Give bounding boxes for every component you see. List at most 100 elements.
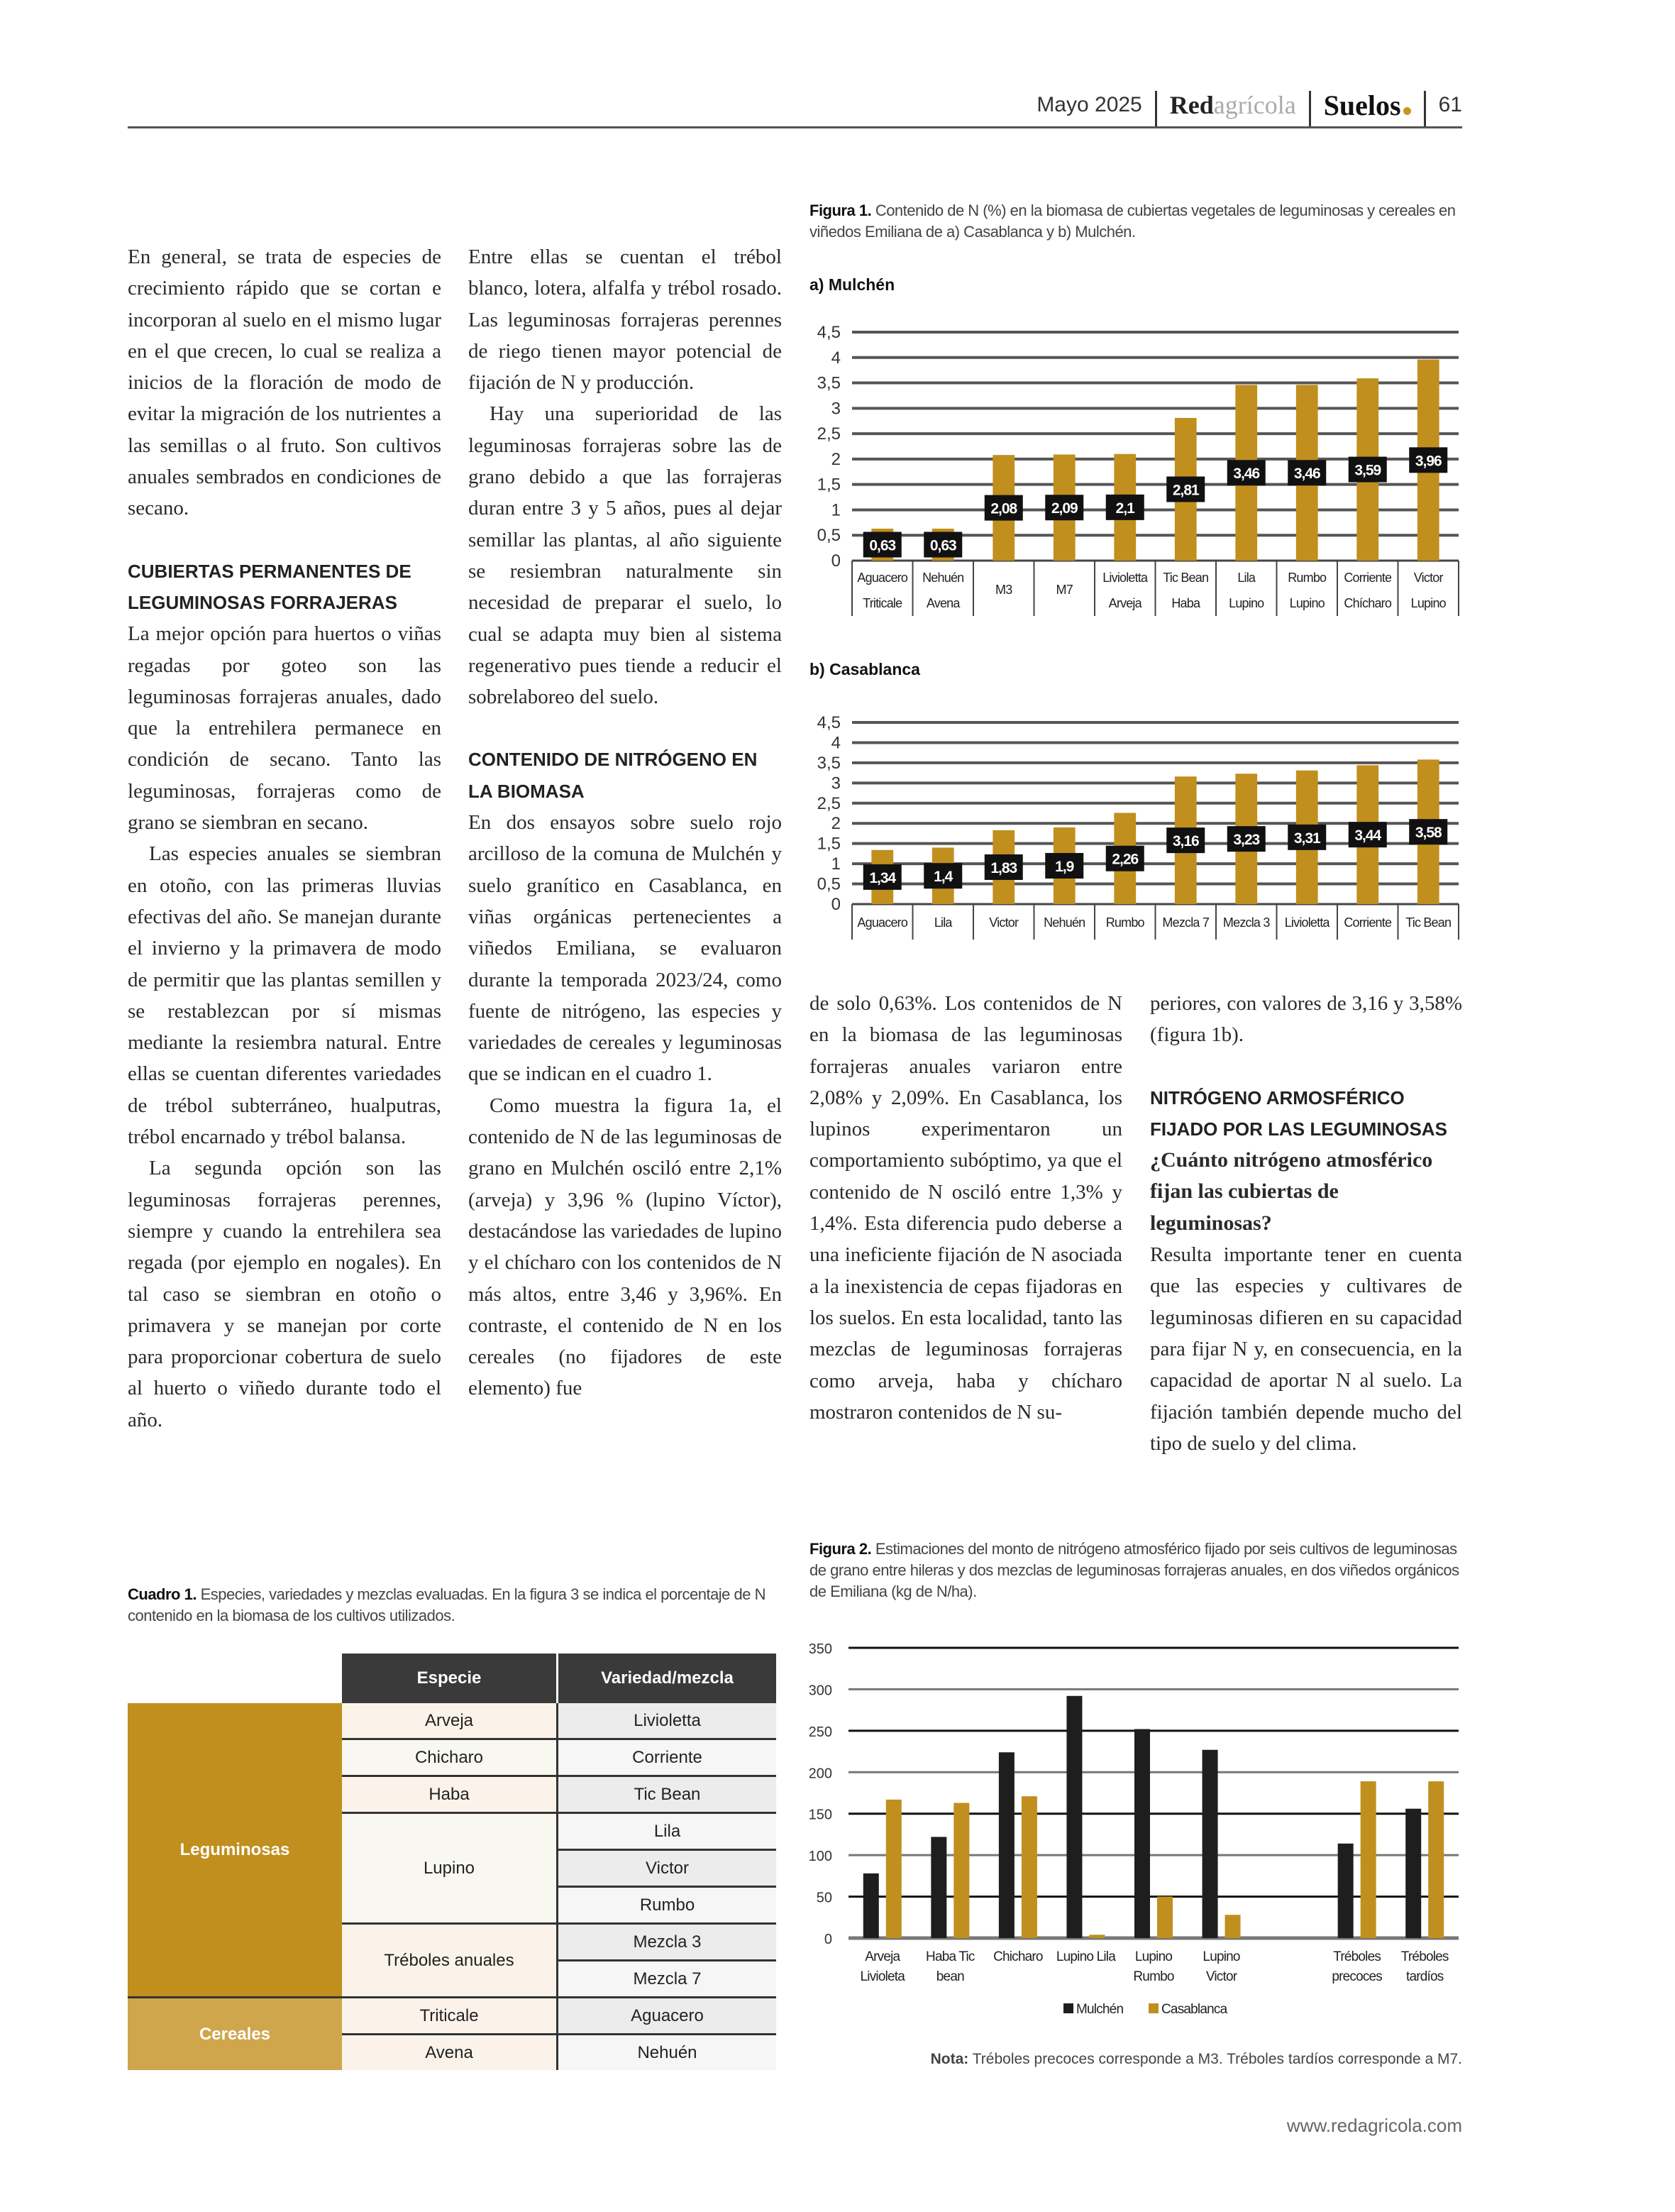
data-label: 2,81 [1173, 482, 1200, 498]
x-tick-label: Chicharo [993, 1949, 1043, 1964]
bar-casablanca [1157, 1896, 1173, 1938]
x-tick-label: Nehuén [1044, 915, 1085, 930]
bar-casablanca [1428, 1781, 1444, 1938]
data-label-box [1409, 819, 1448, 845]
data-label-box [1166, 827, 1205, 854]
section-name: Suelos [1324, 89, 1411, 122]
paragraph: Las especies anuales se siembran en otoñ… [128, 842, 441, 1149]
data-label: 3,46 [1294, 466, 1320, 482]
x-tick-label: Victor [1414, 571, 1444, 585]
text-column-2: Entre ellas se cuentan el trébol blanco,… [468, 241, 782, 1404]
data-label: 3,44 [1354, 827, 1381, 844]
paragraph: Como muestra la figura 1a, el contenido … [468, 1094, 782, 1400]
data-label-box [863, 864, 902, 890]
y-tick-label: 4,5 [817, 713, 841, 732]
x-tick-label: Rumbo [1133, 1969, 1173, 1984]
x-tick-label: Lupino [1411, 596, 1447, 610]
species-cell: Chicharo [342, 1739, 558, 1777]
y-tick-label: 0,5 [817, 875, 841, 894]
bar-mulchn [863, 1873, 879, 1938]
page-header: Mayo 2025 Redagrícola Suelos 61 [128, 84, 1462, 128]
chart-mulchen: 0 0,5 1 1,5 2 2,5 3 3,5 4 4,5 0,63 Aguacero Tritical… [817, 323, 1459, 616]
species-table: Especie Variedad/mezcla Leguminosas Arve… [128, 1654, 776, 2070]
paragraph: La segunda opción son las leguminosas fo… [128, 1157, 441, 1431]
x-tick-label: Lupino [1229, 596, 1264, 610]
data-label: 3,46 [1233, 466, 1259, 482]
y-tick-label: 1,5 [817, 835, 841, 854]
y-tick-label: 100 [809, 1849, 832, 1864]
variety-cell: Corriente [557, 1739, 776, 1777]
empty-cell [128, 1654, 342, 1703]
footer-url[interactable]: www.redagricola.com [1286, 2115, 1462, 2136]
y-tick-label: 1 [831, 854, 841, 874]
legend-swatch [1063, 2003, 1073, 2013]
data-label: 2,09 [1051, 500, 1078, 517]
bar-mulchn [1337, 1843, 1354, 1938]
species-cell: Triticale [342, 1997, 558, 2035]
section-heading: CUBIERTAS PERMANENTES DE LEGUMINOSAS FOR… [128, 560, 411, 613]
figure-2-caption: Figura 2. Estimaciones del monto de nitr… [809, 1540, 1459, 1600]
bar-casablanca [1021, 1796, 1037, 1938]
data-label-box [1409, 447, 1448, 473]
data-label: 1,34 [869, 870, 896, 886]
y-tick-label: 2,5 [817, 424, 841, 444]
species-cell: Arveja [342, 1703, 558, 1740]
variety-cell: Rumbo [557, 1886, 776, 1925]
data-label-box [984, 495, 1023, 521]
x-tick-label: Tic Bean [1405, 915, 1451, 930]
x-tick-label: Victor [1206, 1969, 1238, 1984]
text-column-1: En general, se trata de especies de crec… [128, 241, 441, 1436]
divider [1423, 91, 1426, 126]
paragraph: Resulta importante tener en cuenta que l… [1150, 1243, 1462, 1455]
data-label-box [1288, 824, 1327, 850]
data-label: 1,4 [934, 869, 953, 885]
bar-mulchn [1405, 1808, 1422, 1938]
y-tick-label: 150 [809, 1807, 832, 1823]
y-tick-label: 1,5 [817, 475, 841, 495]
data-label-box [863, 532, 902, 558]
data-label: 3,31 [1294, 830, 1321, 847]
divider [1308, 91, 1311, 126]
x-tick-label: Lila [934, 915, 953, 930]
x-tick-label: Lupino [1290, 596, 1325, 610]
paragraph: La mejor opción para huertos o viñas reg… [128, 622, 441, 835]
x-tick-label: Haba [1171, 596, 1201, 610]
data-label-box [1227, 460, 1266, 486]
x-tick-label: Arveja [865, 1949, 900, 1964]
table-caption: Cuadro 1. Especies, variedades y mezclas… [128, 1585, 766, 1624]
legend-swatch [1149, 2003, 1159, 2013]
species-cell: Tréboles anuales [342, 1923, 558, 1998]
x-tick-label: bean [936, 1969, 964, 1984]
y-tick-label: 300 [809, 1683, 832, 1698]
bar-mulchn [931, 1837, 947, 1938]
x-tick-label: Lupino [1135, 1949, 1172, 1964]
x-tick-label: M3 [995, 583, 1012, 597]
data-label: 2,1 [1116, 500, 1136, 517]
data-label: 0,63 [869, 537, 895, 554]
x-tick-label: Chícharo [1344, 596, 1391, 610]
x-tick-label: Haba Tic [926, 1949, 975, 1964]
y-tick-label: 2 [831, 814, 841, 833]
data-label-box [1166, 476, 1205, 502]
x-tick-label: Arveja [1109, 596, 1143, 610]
bar-casablanca [953, 1803, 970, 1938]
data-label: 3,58 [1415, 825, 1442, 841]
x-tick-label: Mezcla 3 [1223, 915, 1270, 930]
legend-label: Mulchén [1076, 2002, 1123, 2017]
x-tick-label: Lila [1237, 571, 1256, 585]
y-tick-label: 2,5 [817, 794, 841, 813]
x-tick-label: Aguacero [857, 915, 907, 930]
group-legumes: Leguminosas [128, 1703, 342, 1998]
data-label: 3,16 [1173, 833, 1199, 849]
x-tick-label: Triticale [863, 596, 902, 610]
col-header-species: Especie [342, 1654, 558, 1703]
bar-casablanca [1089, 1935, 1105, 1938]
x-tick-label: Livioletta [1285, 915, 1331, 930]
data-label: 1,83 [990, 860, 1017, 876]
y-tick-label: 3 [831, 399, 841, 418]
y-tick-label: 50 [817, 1891, 832, 1906]
data-label-box [1045, 852, 1084, 879]
bar-mulchn [1134, 1729, 1150, 1938]
page-number: 61 [1438, 93, 1462, 116]
legend-label: Casablanca [1161, 2002, 1228, 2017]
